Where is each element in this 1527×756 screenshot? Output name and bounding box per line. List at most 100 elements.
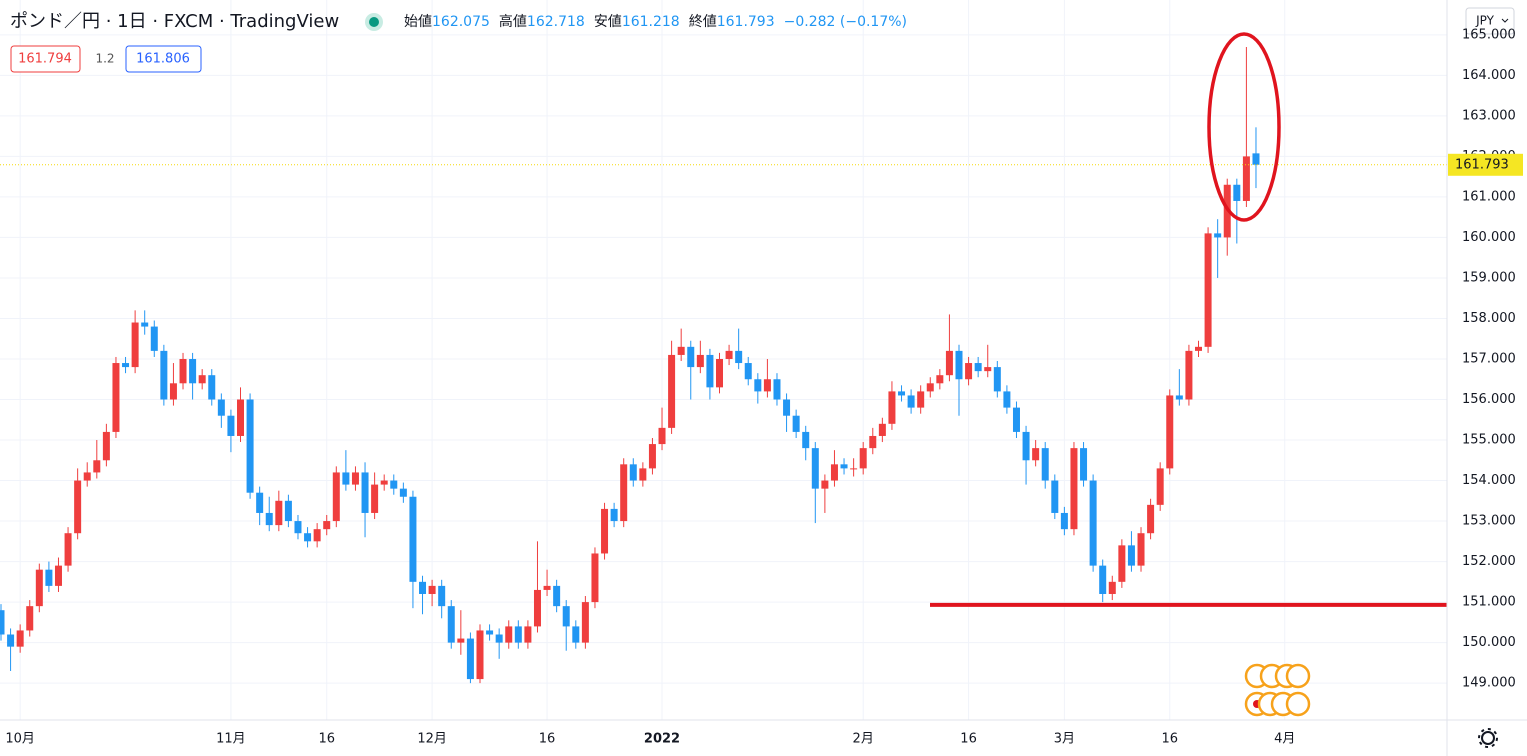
grid [0, 0, 1447, 720]
candle-body [390, 480, 398, 489]
candle-body [102, 431, 110, 461]
candle-body [1204, 233, 1212, 347]
candle-body [1012, 407, 1020, 432]
candle-body [869, 435, 877, 449]
time-axis: 10月 11月 16 12月 16 2022 2月 16 3月 16 4月 [5, 732, 1295, 747]
dropdown-arrow [1501, 18, 1509, 23]
change: −0.282 (−0.17%) [784, 14, 907, 30]
ohlc-label: 始値 [404, 14, 432, 30]
candle-body [54, 565, 62, 586]
candle-body [419, 581, 427, 594]
candle-body [993, 367, 1001, 392]
candle-body [332, 472, 340, 522]
candle-body [620, 464, 628, 522]
candle-body [495, 634, 503, 643]
candle-body [830, 464, 838, 481]
ohlc-label: 高値 [499, 13, 527, 30]
candle-body [1233, 184, 1241, 201]
candle-body [160, 350, 168, 400]
candle-body [533, 589, 541, 627]
x-tick-label: 16 [960, 732, 977, 747]
candle-body [1089, 480, 1097, 566]
candle-body [64, 533, 72, 566]
candle-body [323, 521, 331, 530]
candle-body [936, 375, 944, 384]
x-tick-label: 3月 [1054, 732, 1075, 747]
gear-teeth [1478, 728, 1498, 748]
candle-body [629, 464, 637, 481]
candle-body [945, 350, 953, 376]
y-tick-label: 165.000 [1462, 27, 1516, 42]
ohlc-value: 162.075 [432, 14, 490, 30]
candle-body [1118, 545, 1126, 582]
candle-body [687, 346, 695, 368]
candle-body [1022, 431, 1030, 461]
price-label: 161.793 [1455, 157, 1509, 172]
settings-button[interactable] [1478, 728, 1498, 748]
y-tick-label: 153.000 [1462, 514, 1516, 529]
y-tick-label: 160.000 [1462, 230, 1516, 245]
candle-body [1252, 153, 1260, 165]
x-tick-label: 12月 [417, 732, 447, 747]
candle-body [1032, 448, 1040, 461]
candle-body [763, 379, 771, 392]
price-axis: 149.000 150.000 151.000 152.000 153.000 154.0… [1448, 27, 1523, 691]
candle-body [955, 350, 963, 380]
candle-body [984, 367, 992, 372]
y-tick-label: 149.000 [1462, 676, 1516, 691]
candle-body [744, 363, 752, 380]
candle-body [1108, 581, 1116, 594]
candle-body [840, 464, 848, 469]
candle-body [591, 553, 599, 603]
candle-body [658, 427, 666, 445]
candle-body [802, 431, 810, 449]
candle-body [562, 606, 570, 627]
candle-body [505, 626, 513, 643]
candle-body [0, 610, 5, 635]
candle-body [1137, 533, 1145, 566]
candle-body [26, 606, 34, 631]
candle-body [371, 484, 379, 513]
bid-box[interactable] [10, 45, 81, 73]
candle-body [1041, 448, 1049, 481]
candle-body [907, 395, 915, 408]
ohlc-label: 終値 [689, 14, 717, 30]
candle-body [1175, 395, 1183, 400]
currency-button[interactable] [1465, 7, 1515, 35]
candle-body [246, 399, 254, 493]
candle-body [141, 322, 149, 327]
candle-body [1242, 156, 1250, 201]
candle-body [217, 399, 225, 416]
candle-body [1003, 391, 1011, 408]
x-tick-label: 2月 [853, 732, 874, 747]
candle-body [169, 383, 177, 400]
candle-body [888, 391, 896, 424]
candle-body [1099, 565, 1107, 594]
candle-body [926, 383, 934, 392]
candle-body [754, 379, 762, 392]
candle-body [859, 448, 867, 469]
candle-body [773, 379, 781, 400]
candle-body [974, 363, 982, 372]
candle-body [351, 472, 359, 485]
candle-body [466, 638, 474, 680]
candle-body [543, 585, 551, 590]
y-tick-label: 158.000 [1462, 311, 1516, 326]
candle-body [237, 399, 244, 436]
candle-body [1156, 468, 1164, 505]
candle-body [198, 375, 206, 384]
candle-body [792, 415, 800, 432]
y-tick-label: 156.000 [1462, 392, 1516, 407]
candle-body [696, 354, 704, 368]
highlight-ellipse [1207, 32, 1281, 222]
x-tick-label: 16 [539, 732, 556, 747]
event-icons [1244, 663, 1311, 717]
gear [1481, 731, 1495, 745]
ask-box[interactable] [125, 45, 202, 73]
candle-body [83, 472, 91, 481]
candle-body [16, 630, 24, 647]
candle-body [189, 358, 197, 384]
x-tick-label: 2022 [644, 732, 680, 747]
ask: 161.806 [136, 52, 190, 67]
